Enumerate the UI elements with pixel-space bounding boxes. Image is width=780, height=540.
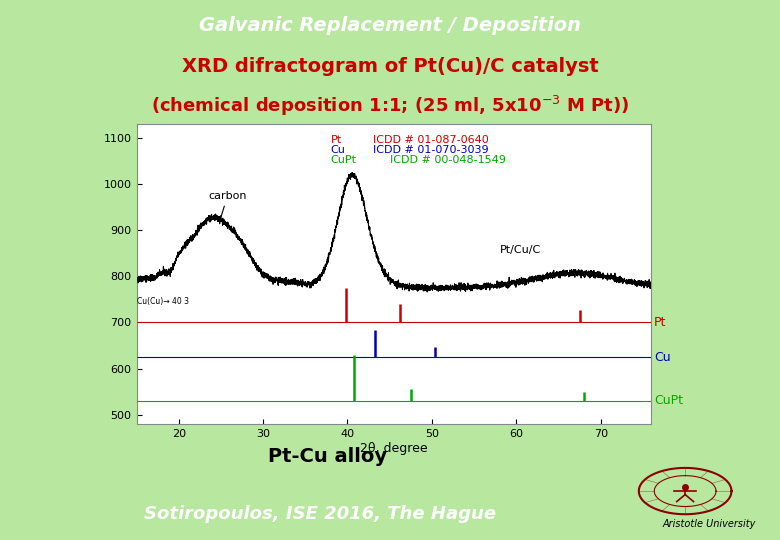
Text: ICDD # 00-048-1549: ICDD # 00-048-1549: [390, 155, 505, 165]
Text: (chemical deposition 1:1; (25 ml, 5x10$^{-3}$ M Pt)): (chemical deposition 1:1; (25 ml, 5x10$^…: [151, 94, 629, 118]
Text: Pt: Pt: [331, 134, 342, 145]
Text: Cu: Cu: [654, 350, 671, 363]
Text: CuPt: CuPt: [331, 155, 356, 165]
Text: XRD difractogram of Pt(Cu)/C catalyst: XRD difractogram of Pt(Cu)/C catalyst: [182, 57, 598, 76]
Text: Pt/Cu/C: Pt/Cu/C: [499, 245, 541, 255]
Text: Galvanic Replacement / Deposition: Galvanic Replacement / Deposition: [199, 16, 581, 35]
Text: carbon: carbon: [208, 191, 246, 222]
Text: Sotiropoulos, ISE 2016, The Hague: Sotiropoulos, ISE 2016, The Hague: [144, 505, 496, 523]
X-axis label: 2θ, degree: 2θ, degree: [360, 442, 427, 455]
Text: Cu(Cu)→ 40 3: Cu(Cu)→ 40 3: [137, 297, 190, 306]
Text: Cu: Cu: [331, 145, 346, 155]
Text: Pt: Pt: [654, 316, 666, 329]
Text: Aristotle University: Aristotle University: [662, 519, 756, 529]
Text: Pt-Cu alloy: Pt-Cu alloy: [268, 447, 387, 466]
Text: ICDD # 01-070-3039: ICDD # 01-070-3039: [373, 145, 488, 155]
Text: CuPt: CuPt: [654, 394, 682, 407]
Text: ICDD # 01-087-0640: ICDD # 01-087-0640: [373, 134, 488, 145]
